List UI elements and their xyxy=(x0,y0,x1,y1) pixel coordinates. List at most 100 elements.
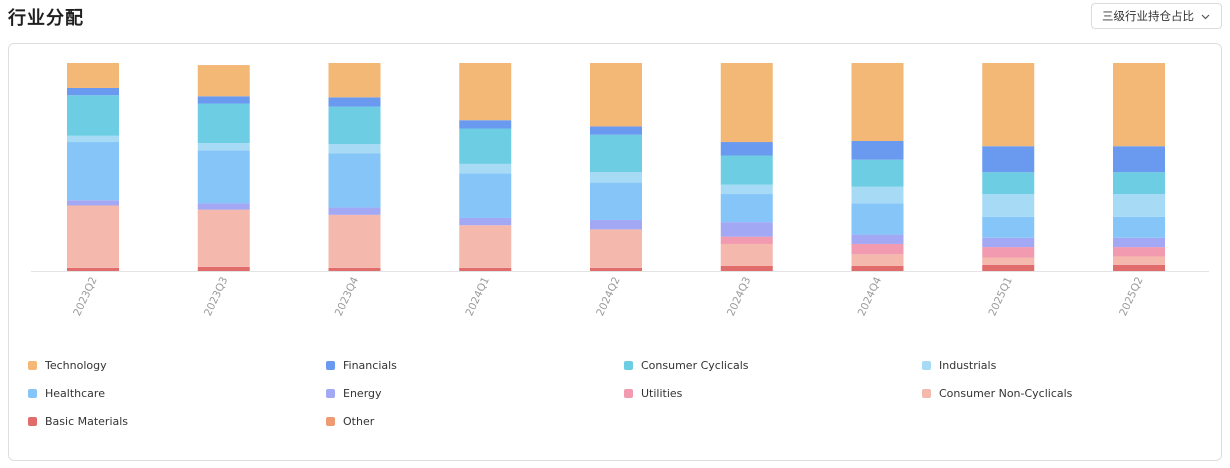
bar-segment-technology-2023q3[interactable] xyxy=(197,65,250,97)
bar-segment-consumer-cyclicals-2023q2[interactable] xyxy=(67,95,119,136)
bar-segment-industrials-2025q2[interactable] xyxy=(1113,194,1165,217)
bar-segment-utilities-2024q3[interactable] xyxy=(720,236,773,244)
bar-segment-consumer-cyclicals-2025q2[interactable] xyxy=(1113,172,1165,195)
bar-segment-industrials-2024q2[interactable] xyxy=(590,172,642,183)
bar-segment-energy-2025q2[interactable] xyxy=(1113,237,1165,248)
bar-segment-consumer-non-cyclicals-2024q4[interactable] xyxy=(851,254,904,266)
bar-segment-financials-2024q4[interactable] xyxy=(851,141,904,160)
x-tick-label-2023q4: 2023Q4 xyxy=(333,275,362,318)
bar-segment-technology-2024q1[interactable] xyxy=(459,63,512,121)
bar-segment-consumer-non-cyclicals-2024q2[interactable] xyxy=(590,229,642,268)
bar-segment-healthcare-2024q1[interactable] xyxy=(459,173,512,218)
bar-segment-financials-2024q2[interactable] xyxy=(590,126,642,135)
bar-segment-technology-2023q4[interactable] xyxy=(328,63,381,98)
bar-segment-basic-materials-2023q2[interactable] xyxy=(67,267,119,271)
bar-segment-industrials-2023q4[interactable] xyxy=(328,144,381,154)
bar-segment-basic-materials-2024q2[interactable] xyxy=(590,267,642,271)
bar-stack-2023q3[interactable] xyxy=(197,65,250,271)
bar-segment-basic-materials-2023q4[interactable] xyxy=(328,267,381,271)
bar-segment-technology-2023q2[interactable] xyxy=(67,63,119,88)
legend-item-consumer-non-cyclicals[interactable]: Consumer Non-Cyclicals xyxy=(922,387,1220,400)
industry-level-select[interactable]: 三级行业持仓占比 xyxy=(1091,3,1222,29)
bar-stack-2024q1[interactable] xyxy=(459,63,512,271)
bar-segment-consumer-cyclicals-2023q4[interactable] xyxy=(328,106,381,145)
bar-segment-technology-2024q4[interactable] xyxy=(851,63,904,141)
bar-segment-energy-2023q3[interactable] xyxy=(197,203,250,210)
bar-segment-basic-materials-2025q1[interactable] xyxy=(982,264,1035,271)
bar-segment-technology-2024q3[interactable] xyxy=(720,63,773,143)
bar-stack-2025q1[interactable] xyxy=(982,63,1035,271)
bar-segment-consumer-non-cyclicals-2023q4[interactable] xyxy=(328,214,381,268)
bar-segment-healthcare-2023q2[interactable] xyxy=(67,142,119,201)
bar-segment-consumer-non-cyclicals-2025q1[interactable] xyxy=(982,257,1035,265)
bar-segment-consumer-non-cyclicals-2024q3[interactable] xyxy=(720,243,773,266)
bar-segment-industrials-2025q1[interactable] xyxy=(982,194,1035,217)
bar-segment-consumer-non-cyclicals-2023q3[interactable] xyxy=(197,209,250,267)
bar-segment-consumer-cyclicals-2024q2[interactable] xyxy=(590,134,642,173)
bar-segment-energy-2024q3[interactable] xyxy=(720,222,773,237)
bar-stack-2025q2[interactable] xyxy=(1113,63,1165,271)
bar-segment-basic-materials-2024q1[interactable] xyxy=(459,267,512,271)
legend-item-technology[interactable]: Technology xyxy=(28,359,326,372)
bar-segment-energy-2023q4[interactable] xyxy=(328,207,381,215)
bar-segment-technology-2024q2[interactable] xyxy=(590,63,642,127)
bar-segment-financials-2025q1[interactable] xyxy=(982,146,1035,173)
bar-segment-industrials-2023q3[interactable] xyxy=(197,143,250,151)
legend-swatch-healthcare xyxy=(28,388,37,398)
bar-segment-consumer-cyclicals-2025q1[interactable] xyxy=(982,172,1035,195)
bar-segment-utilities-2025q1[interactable] xyxy=(982,247,1035,258)
bar-segment-industrials-2024q1[interactable] xyxy=(459,163,512,174)
bar-segment-energy-2023q2[interactable] xyxy=(67,200,119,206)
bar-segment-financials-2023q2[interactable] xyxy=(67,87,119,96)
bar-segment-financials-2023q4[interactable] xyxy=(328,97,381,107)
x-tick-label-2024q4: 2024Q4 xyxy=(856,275,885,318)
bar-segment-consumer-non-cyclicals-2023q2[interactable] xyxy=(67,205,119,268)
bar-segment-consumer-cyclicals-2023q3[interactable] xyxy=(197,103,250,144)
bar-segment-basic-materials-2025q2[interactable] xyxy=(1113,264,1165,271)
legend-item-healthcare[interactable]: Healthcare xyxy=(28,387,326,400)
bar-segment-technology-2025q2[interactable] xyxy=(1113,63,1165,147)
legend-swatch-industrials xyxy=(922,360,931,370)
bar-segment-healthcare-2025q2[interactable] xyxy=(1113,216,1165,238)
bar-segment-utilities-2025q2[interactable] xyxy=(1113,247,1165,257)
bar-segment-technology-2025q1[interactable] xyxy=(982,63,1035,147)
bar-stack-2024q4[interactable] xyxy=(851,63,904,271)
legend-item-financials[interactable]: Financials xyxy=(326,359,624,372)
bar-stack-2024q3[interactable] xyxy=(720,63,773,271)
bar-segment-energy-2024q1[interactable] xyxy=(459,217,512,226)
bar-segment-healthcare-2023q4[interactable] xyxy=(328,153,381,208)
bar-segment-consumer-non-cyclicals-2024q1[interactable] xyxy=(459,225,512,268)
bar-segment-energy-2024q4[interactable] xyxy=(851,234,904,244)
bar-stack-2023q2[interactable] xyxy=(67,63,119,271)
bar-segment-healthcare-2024q2[interactable] xyxy=(590,182,642,221)
bar-segment-industrials-2024q4[interactable] xyxy=(851,186,904,204)
legend-item-energy[interactable]: Energy xyxy=(326,387,624,400)
bar-segment-utilities-2024q4[interactable] xyxy=(851,243,904,255)
bar-segment-financials-2024q3[interactable] xyxy=(720,142,773,156)
bar-segment-basic-materials-2024q4[interactable] xyxy=(851,265,904,271)
bar-segment-financials-2024q1[interactable] xyxy=(459,120,512,129)
bar-segment-financials-2023q3[interactable] xyxy=(197,96,250,104)
bar-segment-financials-2025q2[interactable] xyxy=(1113,146,1165,173)
bar-stack-2024q2[interactable] xyxy=(590,63,642,271)
bar-segment-consumer-cyclicals-2024q3[interactable] xyxy=(720,155,773,185)
bar-segment-consumer-non-cyclicals-2025q2[interactable] xyxy=(1113,256,1165,265)
bar-segment-healthcare-2025q1[interactable] xyxy=(982,216,1035,238)
bar-segment-basic-materials-2024q3[interactable] xyxy=(720,265,773,271)
legend-item-utilities[interactable]: Utilities xyxy=(624,387,922,400)
bar-segment-industrials-2024q3[interactable] xyxy=(720,184,773,195)
bar-segment-consumer-cyclicals-2024q1[interactable] xyxy=(459,128,512,164)
legend-item-basic-materials[interactable]: Basic Materials xyxy=(28,415,326,428)
bar-segment-consumer-cyclicals-2024q4[interactable] xyxy=(851,159,904,187)
bar-segment-healthcare-2024q4[interactable] xyxy=(851,203,904,235)
bar-segment-industrials-2023q2[interactable] xyxy=(67,135,119,143)
bar-segment-healthcare-2024q3[interactable] xyxy=(720,194,773,223)
bar-segment-energy-2025q1[interactable] xyxy=(982,237,1035,248)
bar-segment-basic-materials-2023q3[interactable] xyxy=(197,266,250,271)
bar-segment-energy-2024q2[interactable] xyxy=(590,220,642,230)
legend-item-other[interactable]: Other xyxy=(326,415,624,428)
legend-item-consumer-cyclicals[interactable]: Consumer Cyclicals xyxy=(624,359,922,372)
bar-stack-2023q4[interactable] xyxy=(328,63,381,271)
legend-item-industrials[interactable]: Industrials xyxy=(922,359,1220,372)
bar-segment-healthcare-2023q3[interactable] xyxy=(197,150,250,204)
